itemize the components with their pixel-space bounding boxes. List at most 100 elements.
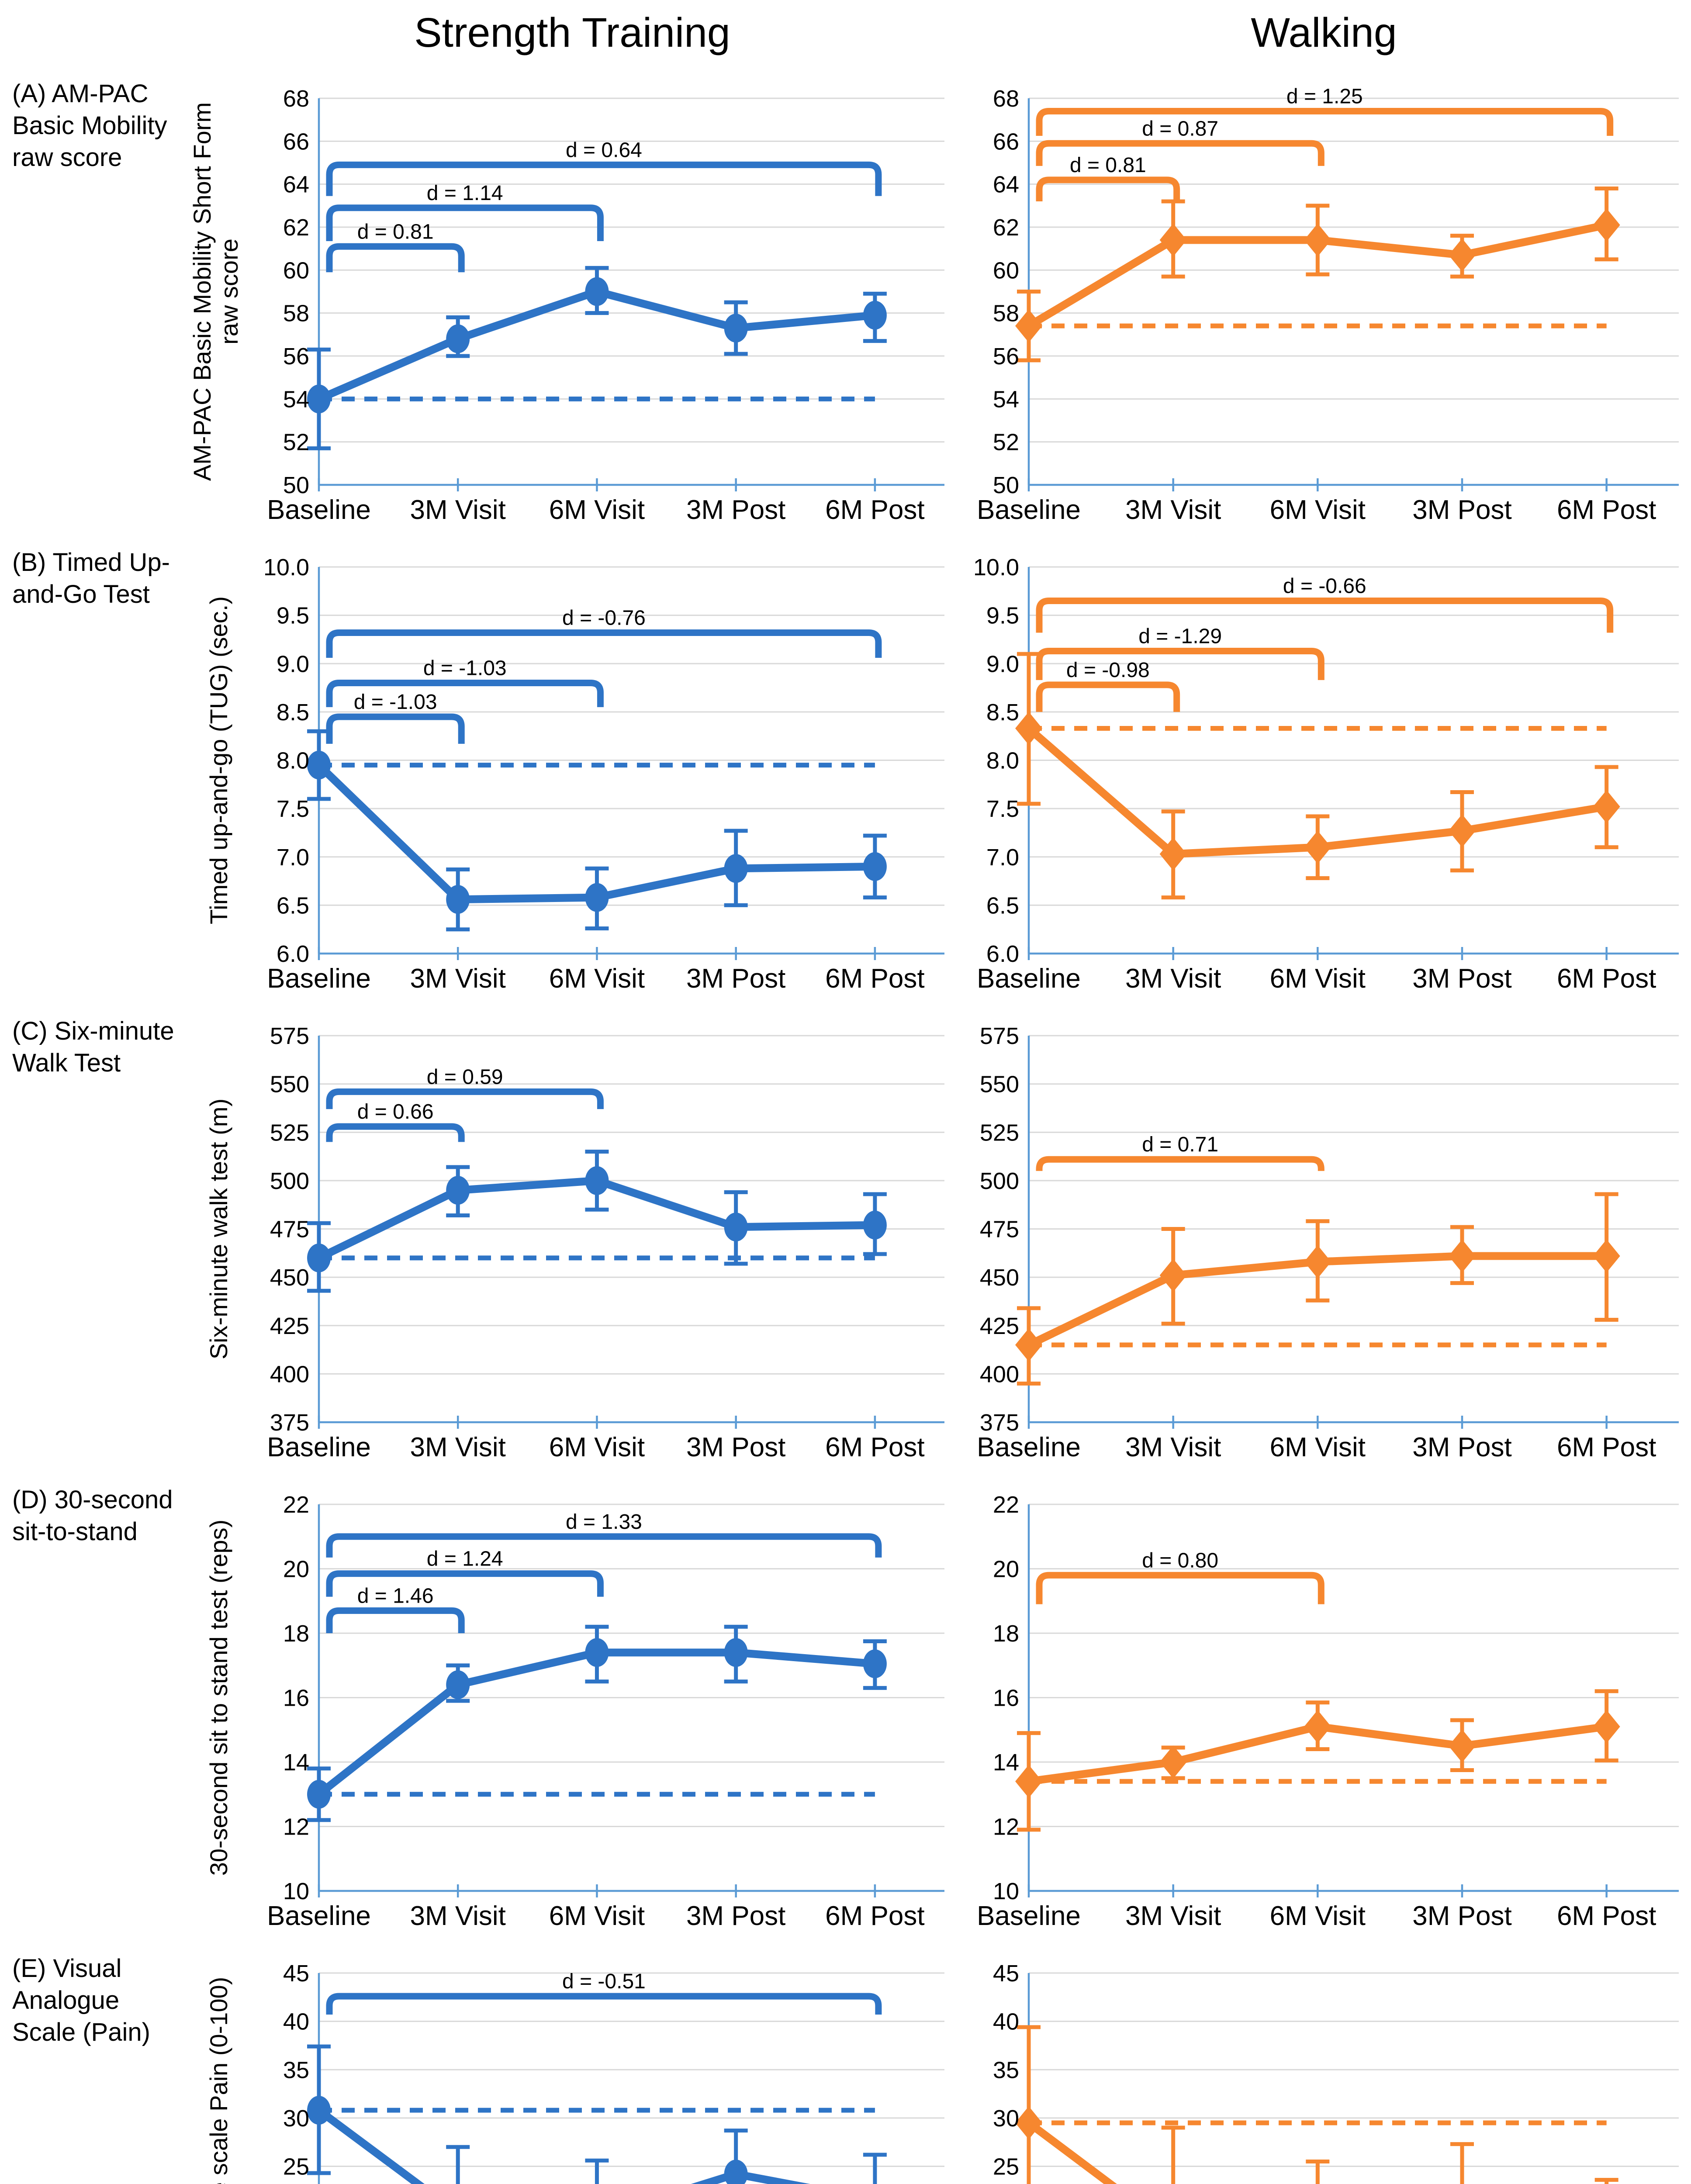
svg-text:Baseline: Baseline: [977, 1901, 1081, 1931]
diamond-marker: [1159, 837, 1187, 871]
y-axis-tick-labels: 51015202530354045: [993, 1960, 1019, 2180]
svg-text:64: 64: [283, 172, 309, 198]
y-axis-title: Six-minute walk test (m): [205, 1099, 232, 1359]
svg-text:Baseline: Baseline: [267, 964, 371, 994]
svg-text:62: 62: [283, 214, 309, 241]
gridlines: [319, 1972, 944, 2167]
svg-text:30-second sit to stand test (r: 30-second sit to stand test (reps): [205, 1520, 232, 1876]
effect-size-label: d = 0.80: [1142, 1549, 1218, 1572]
bracket: [1036, 597, 1614, 633]
svg-text:9.0: 9.0: [986, 651, 1019, 677]
svg-text:6M Post: 6M Post: [825, 964, 924, 994]
svg-text:45: 45: [283, 1960, 309, 1987]
svg-text:525: 525: [270, 1120, 309, 1146]
svg-text:575: 575: [980, 1023, 1019, 1049]
effect-size-label: d = 0.59: [427, 1065, 503, 1089]
svg-text:8.0: 8.0: [277, 748, 309, 774]
diamond-marker: [1159, 1258, 1187, 1292]
svg-text:10: 10: [283, 1878, 309, 1904]
chart-C-strength: d = 0.66 d = 0.59 375 400 425 450 475 500 525 550…: [188, 1003, 957, 1472]
svg-text:22: 22: [993, 1492, 1019, 1518]
circle-marker: [307, 1243, 331, 1272]
circle-marker: [724, 2160, 748, 2184]
circle-marker: [724, 314, 748, 343]
svg-text:Baseline: Baseline: [977, 495, 1081, 525]
svg-text:3M Visit: 3M Visit: [410, 964, 506, 994]
circle-marker: [446, 324, 470, 353]
svg-text:3M Post: 3M Post: [1412, 495, 1511, 525]
bracket: [326, 1088, 604, 1109]
panel-label-A: (A) AM-PAC Basic Mobility raw score: [12, 79, 167, 172]
row-A: (A) AM-PAC Basic Mobility raw score d = …: [0, 66, 1691, 534]
effect-size-brackets: d = 0.80: [1036, 1549, 1324, 1604]
effect-size-label: d = 0.71: [1142, 1133, 1218, 1156]
effect-size-brackets: d = -0.98 d = -1.29 d = -0.66: [1036, 574, 1614, 712]
effect-size-label: d = -0.51: [562, 1970, 646, 1993]
svg-text:400: 400: [270, 1361, 309, 1387]
svg-text:6M Visit: 6M Visit: [1270, 495, 1366, 525]
svg-text:6M Post: 6M Post: [825, 1432, 924, 1462]
svg-text:50: 50: [283, 472, 309, 498]
circle-marker: [446, 885, 470, 914]
y-axis-tick-labels: 375 400 425 450 475 500 525 550 575: [270, 1023, 309, 1436]
chart-C-walking: d = 0.71 375 400 425 450 475 500 525 550 575 Basel…: [957, 1003, 1691, 1472]
gridlines: [1029, 566, 1679, 906]
effect-size-brackets: d = 0.71: [1036, 1133, 1324, 1171]
panel-label-D: (D) 30-second sit-to-stand: [12, 1486, 173, 1546]
svg-text:8.5: 8.5: [277, 699, 309, 726]
svg-text:9.0: 9.0: [277, 651, 309, 677]
svg-text:40: 40: [993, 2009, 1019, 2035]
svg-text:450: 450: [270, 1265, 309, 1291]
data-point-markers: [307, 750, 887, 914]
svg-text:40: 40: [283, 2009, 309, 2035]
svg-text:58: 58: [283, 301, 309, 327]
bracket: [1036, 647, 1324, 680]
svg-text:6M Visit: 6M Visit: [549, 1432, 645, 1462]
x-axis-category-labels: Baseline 3M Visit 6M Visit 3M Post 6M Post: [267, 1432, 925, 1462]
svg-text:3M Visit: 3M Visit: [410, 495, 506, 525]
x-axis-category-labels: Baseline 3M Visit 6M Visit 3M Post 6M Post: [977, 964, 1656, 994]
effect-size-label: d = 1.25: [1286, 85, 1363, 108]
y-axis-tick-labels: 375 400 425 450 475 500 525 550 575: [980, 1023, 1019, 1436]
svg-text:54: 54: [993, 386, 1019, 412]
effect-size-label: d = 1.46: [357, 1584, 434, 1607]
svg-text:66: 66: [993, 128, 1019, 155]
diamond-marker: [1304, 223, 1331, 257]
effect-size-label: d = 0.81: [357, 220, 434, 243]
svg-text:14: 14: [283, 1749, 309, 1776]
bracket: [326, 1123, 465, 1142]
diamond-marker: [1159, 223, 1187, 257]
svg-text:6.0: 6.0: [986, 941, 1019, 967]
bracket: [326, 161, 882, 196]
bracket: [326, 204, 604, 241]
chart-svg: d = -0.5151015202530354045Baseline3M Vis…: [205, 1960, 944, 2184]
circle-marker: [585, 277, 609, 306]
panel-label-E: (E) Visual Analogue Scale (Pain): [12, 1954, 150, 2047]
circle-marker: [446, 1176, 470, 1205]
effect-size-label: d = 0.81: [1070, 154, 1146, 177]
svg-text:30: 30: [283, 2105, 309, 2132]
diamond-marker: [1593, 1239, 1620, 1273]
column-headers: Strength Training Walking: [0, 0, 1691, 66]
chart-svg: d = 0.66 d = 0.59 375 400 425 450 475 500 525 550…: [205, 1023, 944, 1462]
error-bars: [1017, 1192, 1618, 1386]
x-axis-category-labels: Baseline 3M Visit 6M Visit 3M Post 6M Post: [977, 495, 1656, 525]
circle-marker: [863, 1649, 887, 1679]
effect-size-brackets: d = -0.51: [326, 1970, 882, 2015]
circle-marker: [585, 883, 609, 912]
circle-marker: [585, 1166, 609, 1195]
svg-text:3M Post: 3M Post: [1412, 1901, 1511, 1931]
y-axis-tick-labels: 50 52 54 56 58 60 62 64 66 68: [283, 86, 309, 498]
bracket: [1036, 1572, 1324, 1604]
circle-marker: [446, 1670, 470, 1699]
svg-text:10.0: 10.0: [973, 554, 1019, 581]
axes: [1027, 1036, 1679, 1429]
chart-A-walking: d = 0.81 d = 0.87 d = 1.25 50 52 54 56 58 60 62 64…: [957, 66, 1691, 534]
effect-size-label: d = -1.03: [423, 657, 507, 680]
svg-text:3M Visit: 3M Visit: [410, 1432, 506, 1462]
bracket: [326, 1993, 882, 2015]
svg-text:45: 45: [993, 1960, 1019, 1987]
data-point-markers: [307, 1638, 887, 1809]
diamond-marker: [1304, 830, 1331, 864]
data-point-markers: [1015, 1710, 1620, 1798]
